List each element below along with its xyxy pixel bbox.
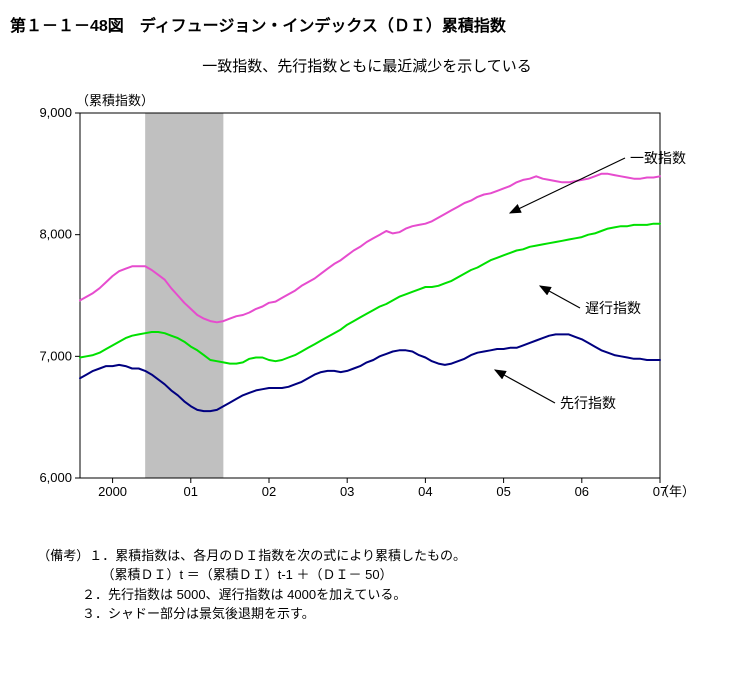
chart-title: 第１－１－48図 ディフュージョン・インデックス（ＤＩ）累積指数 — [10, 12, 506, 36]
y-tick-label: 8,000 — [39, 227, 72, 242]
chart-notes: （備考）１．累積指数は、各月のＤＩ指数を次の式により累積したもの。 （累積ＤＩ）… — [30, 526, 466, 624]
x-tick-label: 04 — [418, 484, 432, 499]
y-tick-label: 7,000 — [39, 348, 72, 363]
notes-line-2: （累積ＤＩ）t ＝（累積ＤＩ）t-1 ＋（ＤＩ－ 50） — [82, 567, 393, 582]
line-chart-svg: 6,0007,0008,0009,000200001020304050607（年… — [30, 108, 700, 508]
x-tick-label: 05 — [496, 484, 510, 499]
y-tick-label: 6,000 — [39, 470, 72, 485]
y-tick-label: 9,000 — [39, 108, 72, 120]
series-annotation-label: 一致指数 — [630, 150, 686, 166]
notes-line-1: １．累積指数は、各月のＤＩ指数を次の式により累積したもの。 — [89, 548, 466, 563]
series-annotation-label: 遅行指数 — [585, 300, 641, 316]
y-axis-title: （累積指数） — [76, 90, 154, 109]
notes-line-4: ３．シャドー部分は景気後退期を示す。 — [82, 606, 315, 621]
x-tick-label: 06 — [575, 484, 589, 499]
notes-line-3: ２．先行指数は 5000、遅行指数は 4000を加えている。 — [82, 587, 406, 602]
x-tick-label: 03 — [340, 484, 354, 499]
chart-subtitle: 一致指数、先行指数ともに最近減少を示している — [0, 55, 734, 76]
notes-prefix: （備考） — [37, 548, 89, 563]
series-annotation-label: 先行指数 — [560, 395, 616, 411]
x-tick-label: 02 — [262, 484, 276, 499]
x-tick-label: 2000 — [98, 484, 127, 499]
x-tick-label: 01 — [184, 484, 198, 499]
x-axis-title: （年） — [656, 484, 695, 499]
chart-area: 6,0007,0008,0009,000200001020304050607（年… — [30, 108, 700, 508]
